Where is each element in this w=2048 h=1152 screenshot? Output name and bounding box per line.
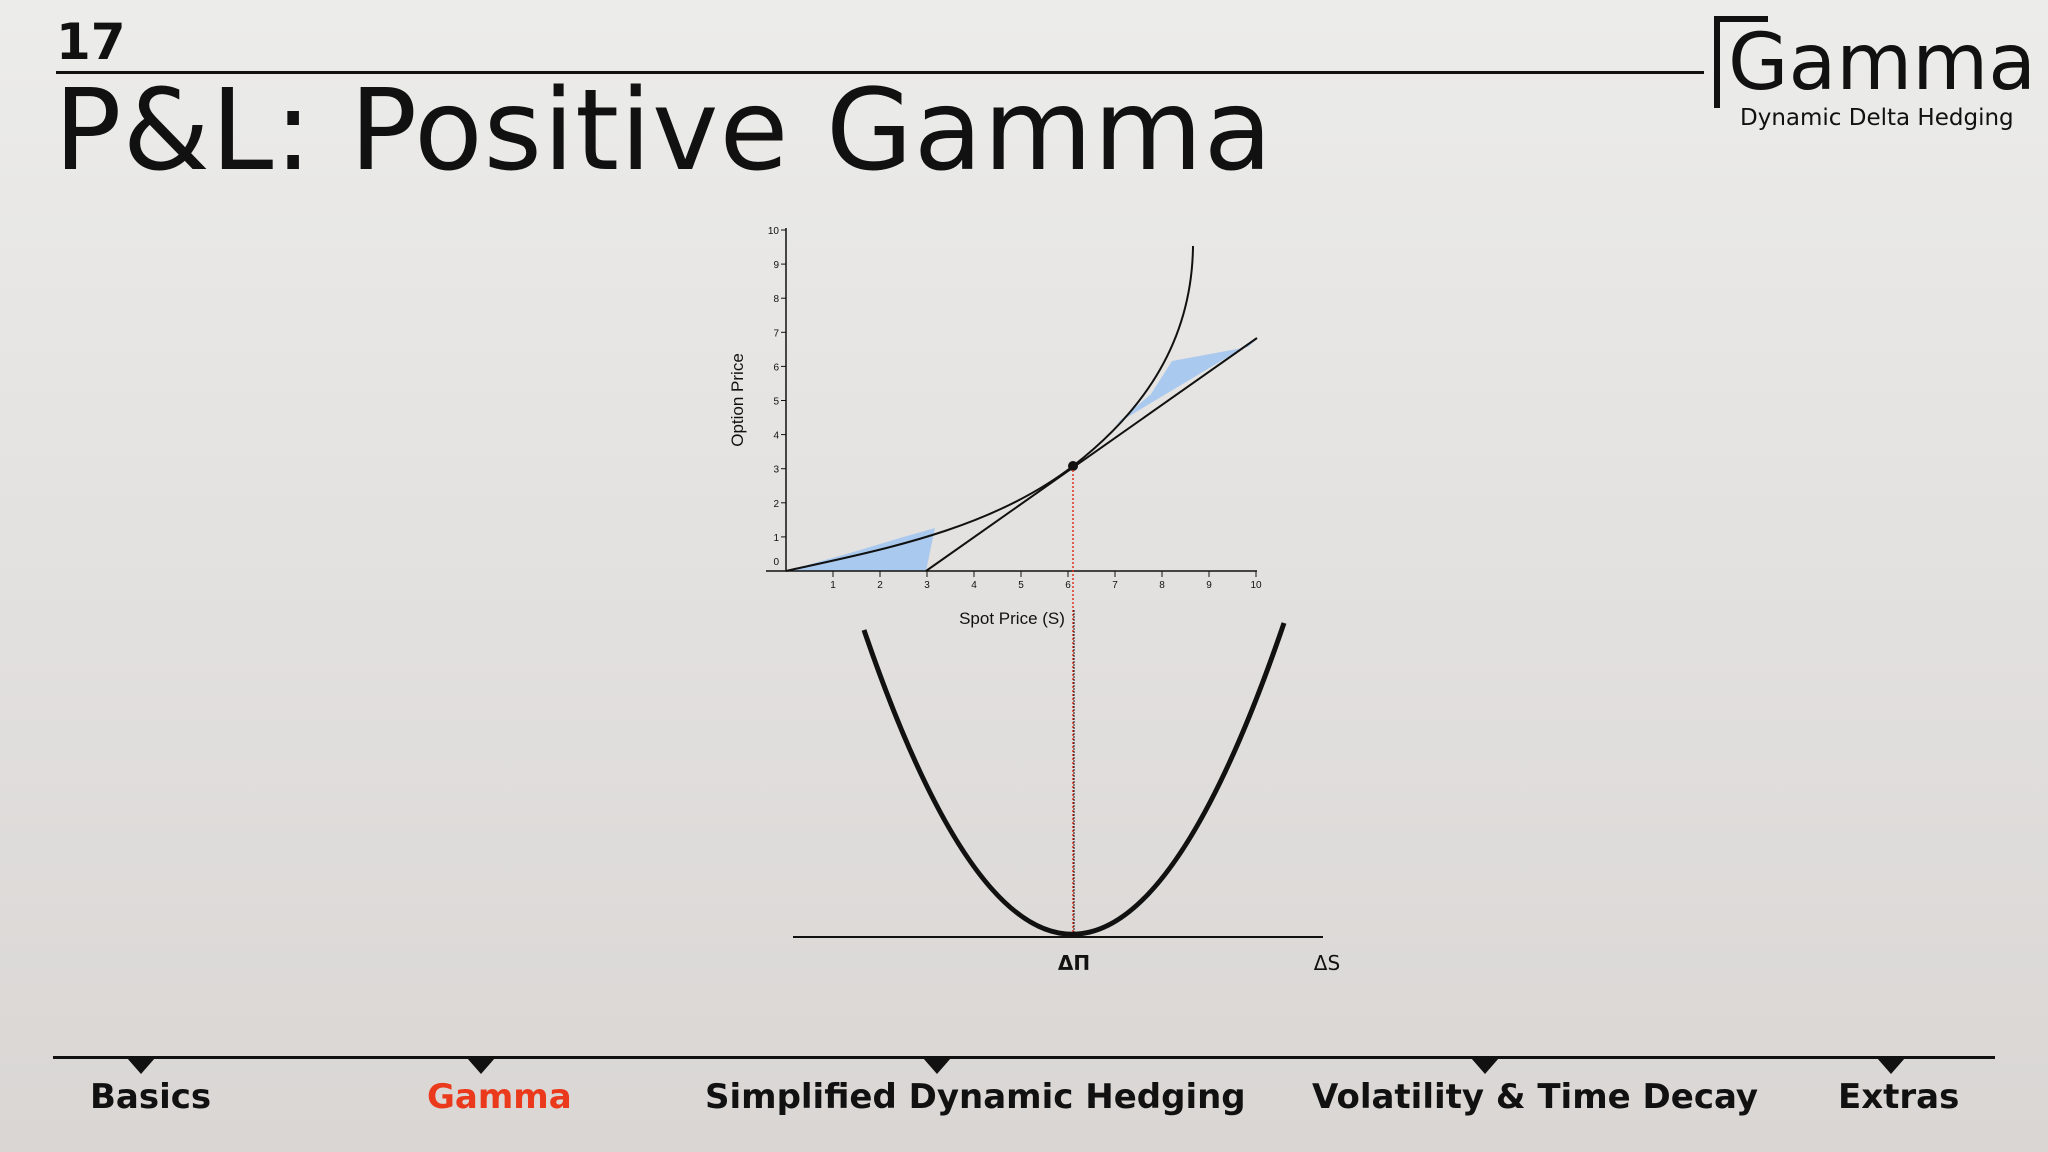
nav-marker-icon	[1877, 1058, 1905, 1074]
y-tick-label: 3	[773, 465, 779, 476]
x-tick-label: 4	[971, 580, 977, 591]
y-tick-label: 10	[768, 226, 780, 237]
x-tick-label: 1	[830, 580, 836, 591]
nav-volatility-time-decay[interactable]: Volatility & Time Decay	[1312, 1077, 1759, 1117]
x-tick-marks	[832, 571, 1257, 577]
page-title: P&L: Positive Gamma	[54, 66, 1274, 196]
brand-logo: Gamma Dynamic Delta Hedging	[1714, 14, 2036, 131]
pnl-parabola	[861, 622, 1287, 937]
x-tick-label: 9	[1206, 580, 1212, 591]
brand-bracket-icon	[1714, 16, 1720, 108]
header-divider	[56, 71, 1704, 74]
nav-marker-icon	[923, 1058, 951, 1074]
x-tick-label: 5	[1018, 580, 1024, 591]
y-tick-label: 5	[773, 397, 779, 408]
pnl-fill-left	[786, 528, 935, 571]
y-tick-label: 4	[773, 431, 779, 442]
x-tick-label: 6	[1065, 580, 1071, 591]
x-tick-label: 3	[924, 580, 930, 591]
x-tick-label: 7	[1112, 580, 1118, 591]
y-tick-label: 9	[773, 260, 779, 271]
nav-marker-icon	[127, 1058, 155, 1074]
delta-spot-label: ΔS	[1314, 951, 1340, 975]
x-axis-label: Spot Price (S)	[959, 609, 1065, 628]
y-tick-label: 2	[773, 499, 779, 510]
nav-basics[interactable]: Basics	[90, 1077, 212, 1117]
nav-extras[interactable]: Extras	[1838, 1077, 1960, 1117]
y-axis-label: Option Price	[728, 353, 747, 447]
y-tick-label: 8	[773, 294, 779, 305]
y-tick-labels: 0 1 2 3 4 5 6 7 8 9 10	[768, 226, 780, 568]
slide-number: 17	[56, 13, 126, 71]
y-tick-label: 7	[773, 328, 779, 339]
top-chart-axes	[766, 228, 1257, 572]
x-tick-labels: 1 2 3 4 5 6 7 8 9 10	[830, 580, 1262, 591]
x-tick-label: 10	[1250, 580, 1262, 591]
x-tick-label: 8	[1159, 580, 1165, 591]
nav-gamma[interactable]: Gamma	[427, 1077, 572, 1117]
nav-marker-icon	[1471, 1058, 1499, 1074]
delta-pnl-label: ΔΠ	[1058, 951, 1090, 975]
x-tick-label: 2	[877, 580, 883, 591]
delta-tangent-line	[925, 337, 1258, 572]
pnl-fill-right	[1116, 340, 1256, 424]
y-tick-label: 6	[773, 362, 779, 373]
nav-marker-icon	[467, 1058, 495, 1074]
y-tick-label: 0	[773, 557, 779, 568]
tangent-point	[1068, 461, 1078, 471]
y-tick-label: 1	[773, 533, 779, 544]
nav-simplified-dynamic-hedging[interactable]: Simplified Dynamic Hedging	[705, 1077, 1246, 1117]
brand-name: Gamma	[1728, 18, 2037, 108]
option-price-curve	[785, 245, 1194, 572]
y-tick-marks	[781, 229, 786, 538]
nav-divider	[53, 1056, 1995, 1059]
brand-tagline: Dynamic Delta Hedging	[1740, 105, 2014, 131]
